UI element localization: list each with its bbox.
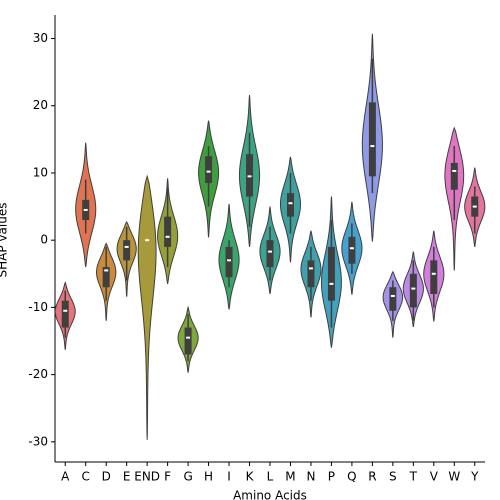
x-tick-label: E	[123, 470, 131, 484]
x-tick-label: Q	[347, 470, 356, 484]
box	[430, 260, 438, 294]
box	[348, 236, 356, 264]
y-tick-label: 20	[33, 98, 48, 112]
x-tick-label: H	[204, 470, 213, 484]
x-tick-label: I	[227, 470, 231, 484]
box	[246, 154, 254, 197]
box	[205, 156, 213, 184]
x-tick-label: P	[328, 470, 335, 484]
box	[389, 287, 397, 311]
box	[368, 102, 376, 177]
box	[61, 300, 69, 328]
x-tick-label: END	[134, 470, 160, 484]
x-tick-label: W	[448, 470, 460, 484]
x-axis-label: Amino Acids	[233, 489, 307, 500]
y-tick-label: -30	[28, 434, 48, 448]
x-tick-label: N	[306, 470, 315, 484]
box	[266, 240, 274, 268]
violin	[137, 174, 157, 440]
x-tick-label: D	[102, 470, 111, 484]
x-tick-label: T	[409, 470, 418, 484]
x-tick-label: V	[430, 470, 439, 484]
y-tick-label: -20	[28, 367, 48, 381]
box	[450, 162, 458, 190]
y-tick-label: 10	[33, 165, 48, 179]
box	[307, 260, 315, 288]
box	[102, 267, 110, 288]
x-tick-label: R	[368, 470, 376, 484]
box	[225, 246, 233, 278]
x-tick-label: C	[82, 470, 90, 484]
x-tick-label: Y	[470, 470, 479, 484]
box	[184, 327, 192, 355]
x-tick-label: L	[267, 470, 274, 484]
x-tick-label: K	[246, 470, 255, 484]
y-tick-label: 30	[33, 31, 48, 45]
x-tick-label: A	[61, 470, 70, 484]
x-tick-label: G	[183, 470, 192, 484]
box	[286, 193, 294, 217]
box	[409, 273, 417, 308]
x-tick-label: M	[285, 470, 295, 484]
x-tick-label: S	[389, 470, 397, 484]
box	[123, 240, 131, 261]
x-tick-label: F	[164, 470, 171, 484]
y-tick-label: -10	[28, 300, 48, 314]
box	[327, 246, 335, 301]
y-axis-label: SHAP values	[0, 203, 10, 278]
box	[164, 216, 172, 247]
y-tick-label: 0	[40, 233, 48, 247]
